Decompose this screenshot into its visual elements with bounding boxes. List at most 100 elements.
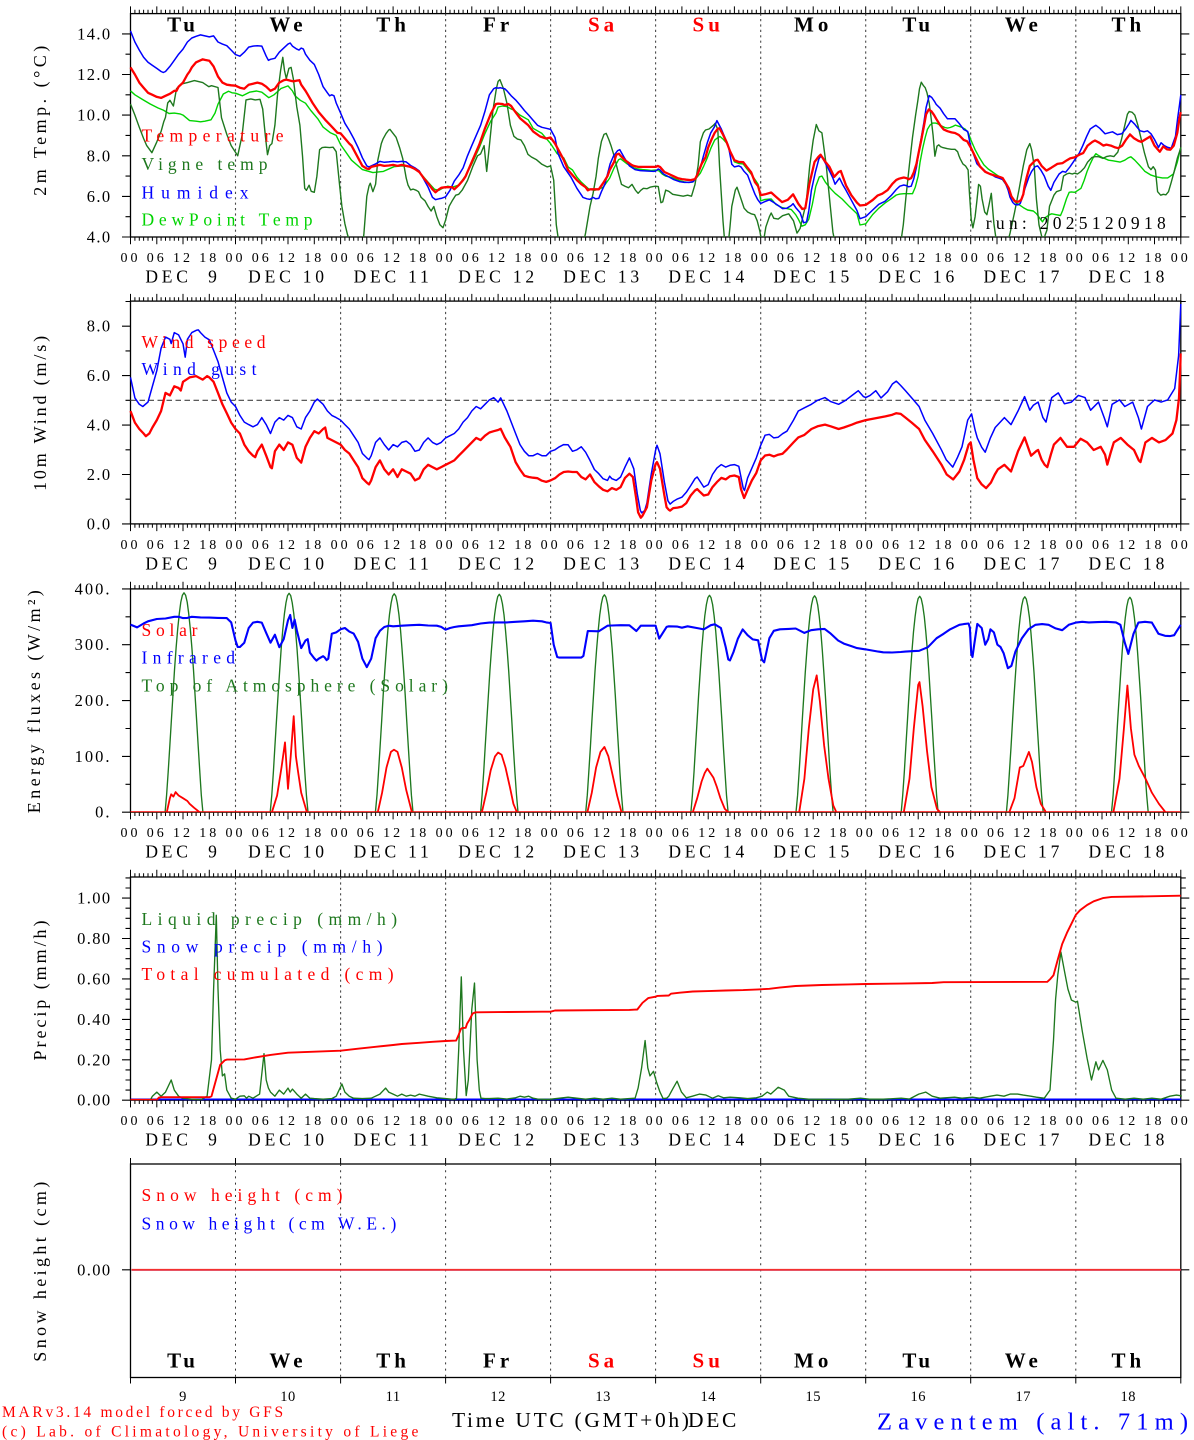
svg-text:00: 00 xyxy=(856,826,876,841)
svg-text:12: 12 xyxy=(593,826,613,841)
svg-text:00: 00 xyxy=(121,538,141,553)
svg-text:18: 18 xyxy=(1145,1114,1165,1129)
svg-text:06: 06 xyxy=(777,251,797,266)
svg-text:18: 18 xyxy=(199,251,219,266)
svg-text:06: 06 xyxy=(672,538,692,553)
svg-text:18: 18 xyxy=(724,538,744,553)
svg-text:DEC 12: DEC 12 xyxy=(458,267,538,287)
svg-text:100.: 100. xyxy=(75,747,112,766)
svg-text:DEC 18: DEC 18 xyxy=(1088,553,1168,573)
svg-text:00: 00 xyxy=(541,826,561,841)
svg-text:00: 00 xyxy=(1066,826,1086,841)
svg-text:Liquid precip (mm/h): Liquid precip (mm/h) xyxy=(142,909,403,929)
svg-text:12: 12 xyxy=(173,538,193,553)
svg-text:18: 18 xyxy=(619,251,639,266)
svg-text:Precip (mm/h): Precip (mm/h) xyxy=(30,918,51,1061)
svg-text:18: 18 xyxy=(935,1114,955,1129)
svg-text:Th: Th xyxy=(376,1349,410,1373)
svg-text:00: 00 xyxy=(1171,538,1191,553)
svg-text:00: 00 xyxy=(646,826,666,841)
svg-text:12: 12 xyxy=(803,538,823,553)
svg-text:12: 12 xyxy=(1013,1114,1033,1129)
svg-text:00: 00 xyxy=(121,826,141,841)
svg-text:12: 12 xyxy=(803,251,823,266)
svg-text:DEC 18: DEC 18 xyxy=(1088,267,1168,287)
svg-text:8.0: 8.0 xyxy=(87,317,112,336)
svg-text:DEC 17: DEC 17 xyxy=(983,842,1063,862)
svg-text:12: 12 xyxy=(698,251,718,266)
svg-text:18: 18 xyxy=(1040,251,1060,266)
svg-text:00: 00 xyxy=(121,251,141,266)
svg-text:06: 06 xyxy=(252,538,272,553)
svg-text:DEC 18: DEC 18 xyxy=(1088,842,1168,862)
svg-text:18: 18 xyxy=(514,826,534,841)
svg-text:12.0: 12.0 xyxy=(77,65,111,84)
svg-text:00: 00 xyxy=(751,538,771,553)
svg-text:9: 9 xyxy=(179,1389,187,1405)
svg-text:DEC 11: DEC 11 xyxy=(354,1130,433,1150)
svg-text:Mo: Mo xyxy=(794,13,832,37)
svg-text:DEC 17: DEC 17 xyxy=(983,1130,1063,1150)
svg-text:06: 06 xyxy=(1092,1114,1112,1129)
svg-text:00: 00 xyxy=(331,1114,351,1129)
svg-text:DEC 13: DEC 13 xyxy=(563,553,643,573)
svg-text:4.0: 4.0 xyxy=(87,228,112,247)
svg-text:00: 00 xyxy=(646,1114,666,1129)
svg-text:We: We xyxy=(269,13,306,37)
svg-text:18: 18 xyxy=(409,826,429,841)
svg-text:12: 12 xyxy=(698,1114,718,1129)
svg-text:18: 18 xyxy=(619,826,639,841)
svg-text:Sa: Sa xyxy=(588,1349,618,1373)
svg-text:0.00: 0.00 xyxy=(77,1260,111,1279)
svg-text:Vigne temp: Vigne temp xyxy=(142,154,273,174)
svg-text:DEC 9: DEC 9 xyxy=(145,842,220,862)
svg-text:12: 12 xyxy=(383,826,403,841)
svg-text:00: 00 xyxy=(331,251,351,266)
svg-text:00: 00 xyxy=(331,826,351,841)
svg-text:12: 12 xyxy=(488,826,508,841)
svg-text:12: 12 xyxy=(173,251,193,266)
svg-text:DEC 11: DEC 11 xyxy=(354,842,433,862)
svg-text:12: 12 xyxy=(1013,251,1033,266)
svg-text:06: 06 xyxy=(147,826,167,841)
svg-text:12: 12 xyxy=(278,826,298,841)
svg-text:18: 18 xyxy=(1040,826,1060,841)
svg-text:DEC 14: DEC 14 xyxy=(668,1130,748,1150)
svg-text:06: 06 xyxy=(1092,251,1112,266)
svg-text:Tu: Tu xyxy=(167,13,199,37)
svg-text:18: 18 xyxy=(514,251,534,266)
svg-text:06: 06 xyxy=(777,1114,797,1129)
svg-text:DEC: DEC xyxy=(688,1408,739,1432)
svg-text:06: 06 xyxy=(357,251,377,266)
svg-text:Sa: Sa xyxy=(588,13,618,37)
svg-text:06: 06 xyxy=(462,251,482,266)
svg-text:10: 10 xyxy=(280,1389,296,1405)
svg-text:DEC 14: DEC 14 xyxy=(668,553,748,573)
svg-text:00: 00 xyxy=(541,251,561,266)
svg-text:06: 06 xyxy=(252,1114,272,1129)
svg-text:06: 06 xyxy=(252,251,272,266)
svg-text:14.0: 14.0 xyxy=(77,24,111,43)
svg-text:DEC 16: DEC 16 xyxy=(878,553,958,573)
svg-text:18: 18 xyxy=(830,1114,850,1129)
svg-text:18: 18 xyxy=(409,538,429,553)
svg-text:0.20: 0.20 xyxy=(77,1050,111,1069)
svg-text:06: 06 xyxy=(882,251,902,266)
svg-text:14: 14 xyxy=(700,1389,716,1405)
svg-text:00: 00 xyxy=(751,826,771,841)
svg-text:12: 12 xyxy=(1118,538,1138,553)
svg-text:18: 18 xyxy=(409,251,429,266)
svg-text:06: 06 xyxy=(777,826,797,841)
svg-text:12: 12 xyxy=(173,826,193,841)
svg-text:Temperature: Temperature xyxy=(142,126,289,146)
svg-text:18: 18 xyxy=(1040,1114,1060,1129)
svg-text:12: 12 xyxy=(1013,538,1033,553)
svg-text:00: 00 xyxy=(856,538,876,553)
svg-text:12: 12 xyxy=(488,538,508,553)
svg-text:18: 18 xyxy=(935,251,955,266)
svg-text:Top of Atmosphere (Solar): Top of Atmosphere (Solar) xyxy=(142,676,453,696)
svg-text:12: 12 xyxy=(278,1114,298,1129)
svg-text:00: 00 xyxy=(541,538,561,553)
svg-text:Fr: Fr xyxy=(483,13,513,37)
svg-text:Th: Th xyxy=(1111,1349,1145,1373)
